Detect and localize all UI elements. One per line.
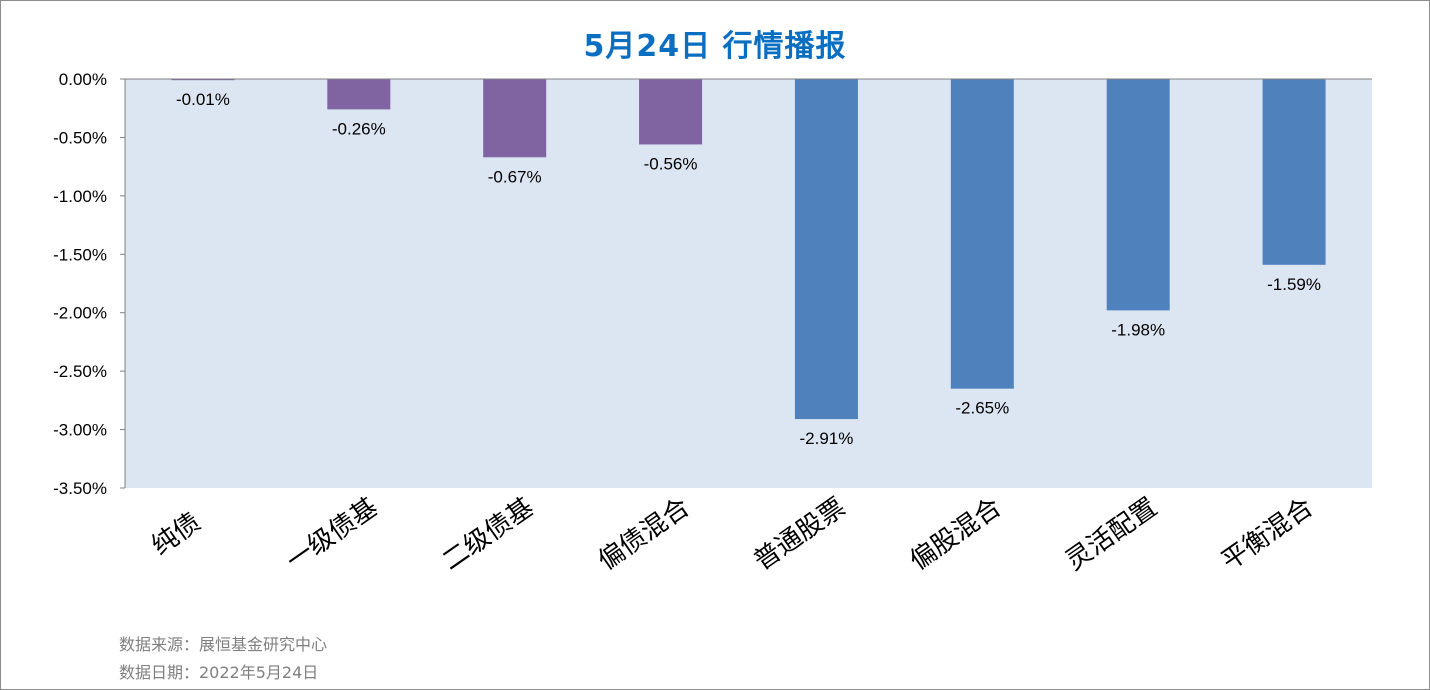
bar xyxy=(639,79,703,145)
bar xyxy=(327,79,391,110)
x-tick-label: 灵活配置 xyxy=(1060,492,1162,576)
bar xyxy=(483,79,547,158)
plot-area xyxy=(125,79,1372,488)
data-source-note: 数据来源：展恒基金研究中心 xyxy=(119,635,328,654)
x-tick-label: 纯债 xyxy=(146,507,206,561)
bar xyxy=(950,79,1014,389)
y-tick-label: 0.00% xyxy=(59,70,107,89)
data-label: -0.67% xyxy=(488,167,542,186)
y-tick-label: -0.50% xyxy=(53,128,107,147)
data-label: -0.56% xyxy=(644,154,698,173)
y-tick-label: -2.50% xyxy=(53,362,107,381)
y-tick-label: -3.50% xyxy=(53,479,107,498)
bar xyxy=(1262,79,1326,265)
x-tick-label: 一级债基 xyxy=(281,492,383,576)
bar xyxy=(171,79,235,81)
x-tick-label: 普通股票 xyxy=(749,492,851,576)
x-tick-label: 偏股混合 xyxy=(905,492,1007,576)
bar xyxy=(794,79,858,420)
data-label: -0.26% xyxy=(332,119,386,138)
data-label: -2.65% xyxy=(955,399,1009,418)
x-tick-label: 二级债基 xyxy=(437,492,539,576)
x-tick-label: 偏债混合 xyxy=(593,492,695,576)
data-label: -0.01% xyxy=(176,90,230,109)
data-label: -2.91% xyxy=(800,429,854,448)
y-tick-label: -2.00% xyxy=(53,304,107,323)
data-label: -1.98% xyxy=(1111,320,1165,339)
x-tick-label: 平衡混合 xyxy=(1216,492,1318,576)
y-tick-label: -1.00% xyxy=(53,187,107,206)
data-label: -1.59% xyxy=(1267,275,1321,294)
y-tick-label: -1.50% xyxy=(53,245,107,264)
y-tick-label: -3.00% xyxy=(53,421,107,440)
chart-title: 5月24日 行情播报 xyxy=(583,29,847,64)
data-date-note: 数据日期：2022年5月24日 xyxy=(119,663,319,682)
bar xyxy=(1106,79,1170,311)
